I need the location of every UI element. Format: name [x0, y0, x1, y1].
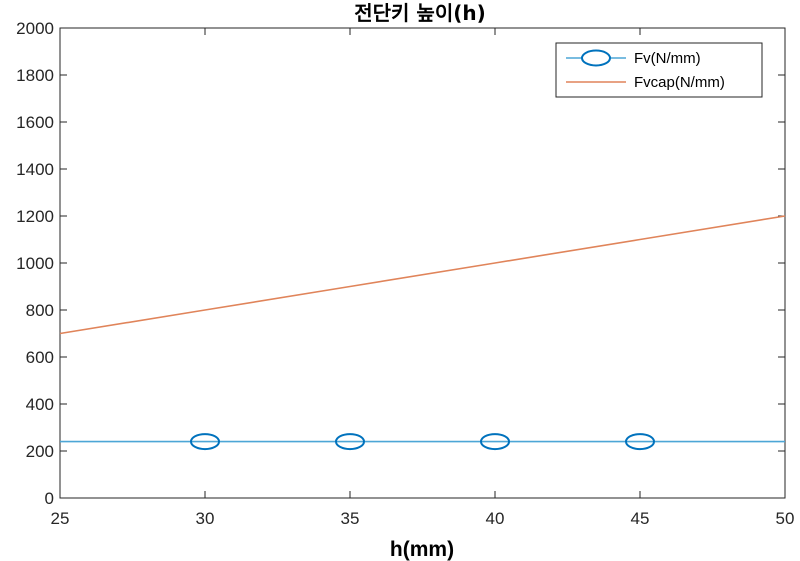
series-point-1 — [335, 433, 365, 451]
x-tick-label: 30 — [196, 509, 215, 528]
y-tick-label: 0 — [45, 489, 54, 508]
legend-label-2: Fvcap(N/mm) — [634, 74, 725, 91]
y-tick-label: 1400 — [16, 160, 54, 179]
x-axis: 25 30 35 40 45 50 — [51, 28, 795, 528]
x-tick-label: 25 — [51, 509, 70, 528]
chart-title: 전단키 높이(h) — [354, 1, 485, 25]
series-point-1 — [190, 433, 220, 451]
x-tick-label: 50 — [776, 509, 795, 528]
series-layer — [59, 215, 786, 451]
y-tick-label: 1800 — [16, 66, 54, 85]
y-tick-label: 800 — [26, 301, 54, 320]
legend-marker-1 — [581, 49, 611, 67]
series-point-1 — [625, 433, 655, 451]
y-tick-label: 600 — [26, 348, 54, 367]
y-tick-label: 400 — [26, 395, 54, 414]
series-line-2 — [59, 215, 786, 335]
y-tick-label: 1600 — [16, 113, 54, 132]
legend-label-1: Fv(N/mm) — [634, 50, 701, 67]
x-tick-label: 45 — [631, 509, 650, 528]
plot-area — [59, 27, 786, 499]
plot-frame — [59, 27, 786, 499]
series-point-1 — [480, 433, 510, 451]
x-axis-label: h(mm) — [390, 538, 454, 561]
y-tick-label: 2000 — [16, 19, 54, 38]
y-tick-label: 200 — [26, 442, 54, 461]
y-axis: 0 200 400 600 800 1000 1200 1400 1600 1800 2000 — [16, 19, 785, 508]
x-tick-label: 35 — [341, 509, 360, 528]
y-tick-label: 1000 — [16, 254, 54, 273]
legend: Fv(N/mm) Fvcap(N/mm) — [555, 42, 763, 98]
y-tick-label: 1200 — [16, 207, 54, 226]
x-tick-label: 40 — [486, 509, 505, 528]
